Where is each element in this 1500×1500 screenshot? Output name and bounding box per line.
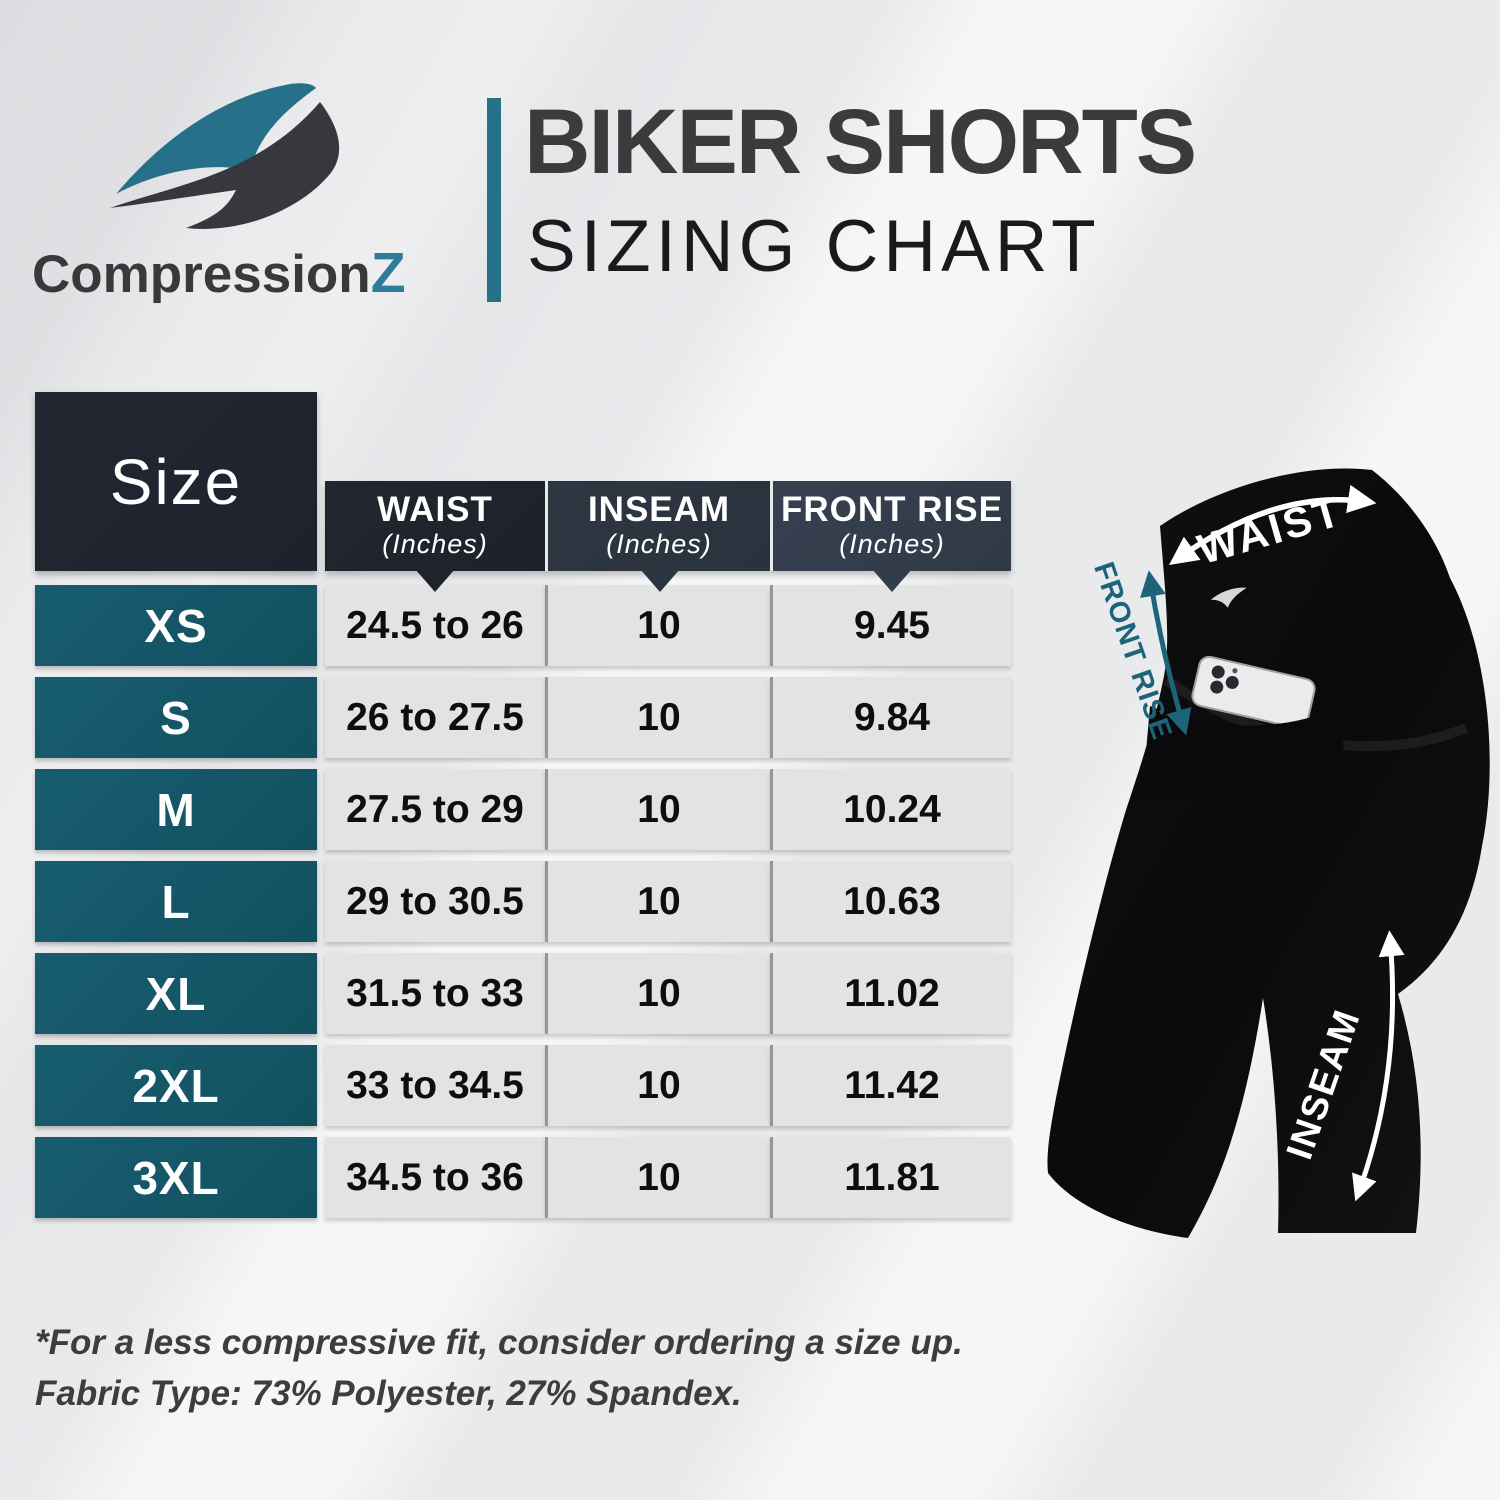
column-header-front-rise-label: FRONT RISE: [781, 490, 1003, 530]
inseam-value: 10: [545, 769, 770, 850]
header-pointer-front-rise-icon: [872, 569, 912, 592]
size-label: XS: [35, 585, 317, 666]
inseam-value: 10: [545, 1045, 770, 1126]
table-row: 3XL 34.5 to 36 10 11.81: [35, 1137, 1011, 1218]
footnote-line-2: Fabric Type: 73% Polyester, 27% Spandex.: [35, 1373, 742, 1413]
table-row: M 27.5 to 29 10 10.24: [35, 769, 1011, 850]
brand-wordmark-text: Compression: [32, 245, 371, 304]
table-row: XS 24.5 to 26 10 9.45: [35, 585, 1011, 666]
waist-value: 26 to 27.5: [325, 677, 545, 758]
column-header-waist-label: WAIST: [377, 490, 493, 530]
column-header-front-rise-unit: (Inches): [839, 528, 945, 559]
table-column-headers: WAIST (Inches) INSEAM (Inches) FRONT RIS…: [325, 481, 1011, 571]
pocket-phone-graphic: [1191, 655, 1316, 730]
front-rise-value: 10.63: [770, 861, 1011, 942]
front-rise-value: 9.84: [770, 677, 1011, 758]
title-divider-bar: [487, 98, 501, 302]
size-column-header-label: Size: [109, 445, 243, 518]
waist-arrow-icon: [1169, 484, 1377, 566]
inseam-arrow-icon: [1352, 930, 1405, 1202]
brand-wordmark-z: Z: [370, 241, 406, 305]
waist-value: 33 to 34.5: [325, 1045, 545, 1126]
inseam-value: 10: [545, 1137, 770, 1218]
brand-wordmark: CompressionZ: [32, 240, 502, 306]
waist-value: 34.5 to 36: [325, 1137, 545, 1218]
pocket-front: [1142, 706, 1348, 798]
waist-value: 24.5 to 26: [325, 585, 545, 666]
shorts-logo-swoosh-icon: [1210, 587, 1247, 608]
header-pointer-inseam-icon: [640, 569, 680, 592]
waist-value: 29 to 30.5: [325, 861, 545, 942]
swoosh-fin-teal: [116, 83, 316, 194]
front-rise-value: 11.02: [770, 953, 1011, 1034]
page-title: BIKER SHORTS: [524, 91, 1197, 193]
size-column-header: Size: [35, 392, 317, 571]
front-rise-value: 11.42: [770, 1045, 1011, 1126]
table-row: 2XL 33 to 34.5 10 11.42: [35, 1045, 1011, 1126]
page-subtitle: SIZING CHART: [527, 206, 1101, 287]
biker-shorts-graphic: WAIST FRONT RISE INSEAM: [1047, 468, 1490, 1239]
size-label: XL: [35, 953, 317, 1034]
front-rise-arrow-icon: [1140, 570, 1192, 736]
column-header-inseam-label: INSEAM: [587, 490, 731, 530]
front-rise-value: 11.81: [770, 1137, 1011, 1218]
size-label: L: [35, 861, 317, 942]
brand-swoosh-icon: [110, 83, 340, 229]
size-label: 3XL: [35, 1137, 317, 1218]
inseam-value: 10: [545, 585, 770, 666]
front-rise-value: 9.45: [770, 585, 1011, 666]
size-table: XS 24.5 to 26 10 9.45 S 26 to 27.5 10 9.…: [35, 585, 1011, 1229]
column-header-inseam-unit: (Inches): [606, 528, 712, 559]
waist-value: 31.5 to 33: [325, 953, 545, 1034]
column-header-waist-unit: (Inches): [382, 528, 488, 559]
waist-value: 27.5 to 29: [325, 769, 545, 850]
inseam-value: 10: [545, 861, 770, 942]
column-header-inseam: INSEAM (Inches): [545, 481, 770, 571]
size-label: M: [35, 769, 317, 850]
front-rise-value: 10.24: [770, 769, 1011, 850]
table-row: XL 31.5 to 33 10 11.02: [35, 953, 1011, 1034]
table-row: S 26 to 27.5 10 9.84: [35, 677, 1011, 758]
table-row: L 29 to 30.5 10 10.63: [35, 861, 1011, 942]
column-header-waist: WAIST (Inches): [325, 481, 545, 571]
size-label: 2XL: [35, 1045, 317, 1126]
swoosh-blade-dark: [110, 102, 340, 229]
inseam-value: 10: [545, 677, 770, 758]
footnote: *For a less compressive fit, consider or…: [35, 1318, 963, 1420]
header-pointer-waist-icon: [415, 569, 455, 592]
footnote-line-1: *For a less compressive fit, consider or…: [35, 1323, 963, 1362]
size-label: S: [35, 677, 317, 758]
column-header-front-rise: FRONT RISE (Inches): [770, 481, 1011, 571]
inseam-value: 10: [545, 953, 770, 1034]
